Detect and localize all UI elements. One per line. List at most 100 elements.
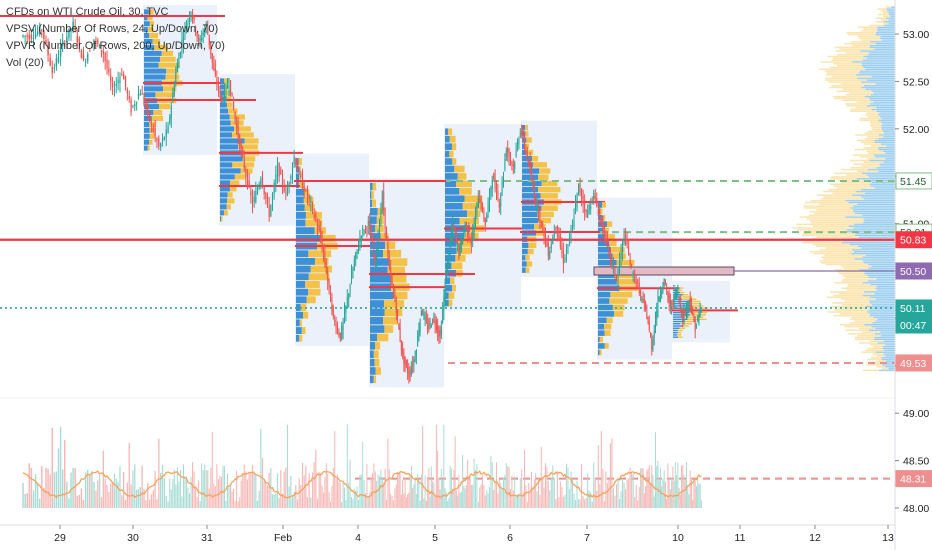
candle-body [445,273,447,283]
vpvr-bar-up [857,245,895,248]
volume-bar [386,499,387,508]
candle-body [483,210,485,220]
vpvr-bar-up [879,115,895,118]
vpvr-bar-up [869,41,895,43]
legend-vpsv[interactable]: VPSV (Number Of Rows, 24, Up/Down, 70) [6,23,219,35]
volume-bar [412,487,414,508]
candle-body [228,85,230,88]
volume-bar [449,465,451,508]
vpsv-bar-down [299,165,301,173]
price-tag-box [895,299,932,317]
vpsv-bar-down [687,318,707,321]
time-tick-label: 11 [735,532,746,544]
vpvr-bar-up [883,353,895,355]
vpvr-bar-down [869,24,885,27]
volume-bar [223,466,226,508]
volume-bar [128,442,130,508]
volume-bar [293,491,295,508]
vpvr-bar-up [862,294,895,297]
candle-body [457,243,459,245]
volume-bar [659,467,661,508]
candle-body [204,28,206,36]
candle-body [270,204,272,217]
vpsv-bar-down [532,155,539,162]
candle-body [584,202,586,212]
vpsv-bar-up [220,186,230,192]
candle-body [348,293,350,300]
candle-body [384,207,386,230]
vpvr-bar-up [857,203,895,206]
volume-bar [399,473,401,508]
vpsv-bar-up [296,219,306,227]
legend-volume[interactable]: Vol (20) [6,57,44,69]
volume-bar [176,467,178,508]
vpvr-bar-up [871,75,895,78]
volume-bar [671,477,673,508]
volume-bar [638,487,640,508]
vpvr-bar-up [883,161,895,164]
candle-body [425,318,427,322]
volume-bar [100,497,103,508]
volume-bar [581,463,583,508]
candle-body [119,76,121,83]
vpsv-bar-down [462,202,484,210]
vpvr-bar-down [870,344,886,346]
volume-bar [635,484,637,508]
vpvr-bar-down [861,165,881,167]
candle-body [243,157,245,169]
vpvr-bar-down [810,219,865,222]
vpvr-bar-up [871,181,895,184]
volume-bar [438,477,440,508]
candle-body [233,102,235,110]
vpvr-bar-up [864,198,895,200]
volume-bar [423,498,425,508]
vpsv-bar-up [220,126,235,132]
legend-vpvr[interactable]: VPVR (Number Of Rows, 200, Up/Down, 70) [6,40,225,52]
vpsv-bar-down [384,308,403,317]
candle-body [321,238,323,250]
candle-body [68,28,70,38]
vpvr-bar-down [846,32,876,34]
candle-body [298,170,300,172]
candle-body [507,148,509,153]
vpsv-bar-down [682,294,689,296]
volume-bar [565,463,567,508]
vpsv-bar-up [598,202,603,208]
vpsv-bar-down [227,198,235,204]
volume-bar [435,424,437,508]
volume-bar [181,496,183,508]
vpsv-bar-up [296,334,300,342]
candle-body [275,174,277,186]
vpsv-bar-up [144,56,161,62]
volume-bar [584,499,586,508]
vpvr-bar-up [877,342,895,344]
candle-body [208,34,210,46]
candle-body [258,183,260,189]
candle-body [308,194,310,200]
vpvr-bar-down [831,59,863,61]
vpvr-bar-up [866,174,895,176]
candle-body [464,224,466,232]
candle-body [683,313,685,322]
candle-body [531,170,532,178]
vpsv-bar-up [296,327,302,335]
candle-body [134,104,136,107]
legend-symbol[interactable]: CFDs on WTI Crude Oil, 30, TVC [6,6,169,18]
vpsv-bar-down [226,204,231,210]
volume-bar [677,462,679,508]
candle-body [398,323,400,330]
vpsv-bar-up [445,232,465,240]
candle-body [266,196,269,204]
candle-body [609,249,611,260]
vpvr-bar-down [826,73,857,76]
candle-body [564,258,566,263]
vpvr-bar-down [841,168,868,171]
vpsv-bar-up [598,349,600,356]
volume-bar [658,480,660,508]
volume-bar [648,465,650,508]
volume-bar [617,477,619,508]
vpvr-bar-down [883,15,891,18]
vpvr-bar-up [846,229,895,231]
